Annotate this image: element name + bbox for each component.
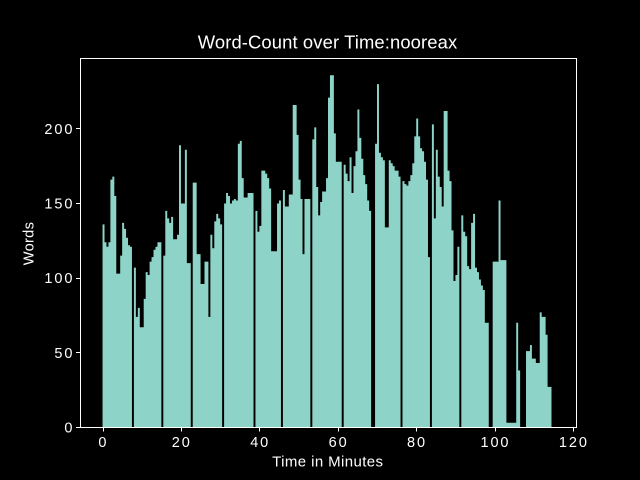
svg-text:120: 120 <box>559 435 589 451</box>
svg-text:Word-Count over Time:nooreax: Word-Count over Time:nooreax <box>198 32 458 53</box>
svg-text:200: 200 <box>44 122 74 138</box>
svg-text:100: 100 <box>44 271 74 287</box>
svg-text:60: 60 <box>329 435 349 451</box>
svg-text:20: 20 <box>172 435 192 451</box>
svg-text:Words: Words <box>22 222 38 265</box>
svg-text:0: 0 <box>64 420 74 436</box>
svg-text:50: 50 <box>54 346 74 362</box>
svg-text:40: 40 <box>250 435 270 451</box>
svg-text:80: 80 <box>407 435 427 451</box>
svg-text:100: 100 <box>480 435 510 451</box>
svg-text:0: 0 <box>98 435 108 451</box>
svg-text:150: 150 <box>44 197 74 213</box>
svg-text:Time in Minutes: Time in Minutes <box>272 454 383 471</box>
